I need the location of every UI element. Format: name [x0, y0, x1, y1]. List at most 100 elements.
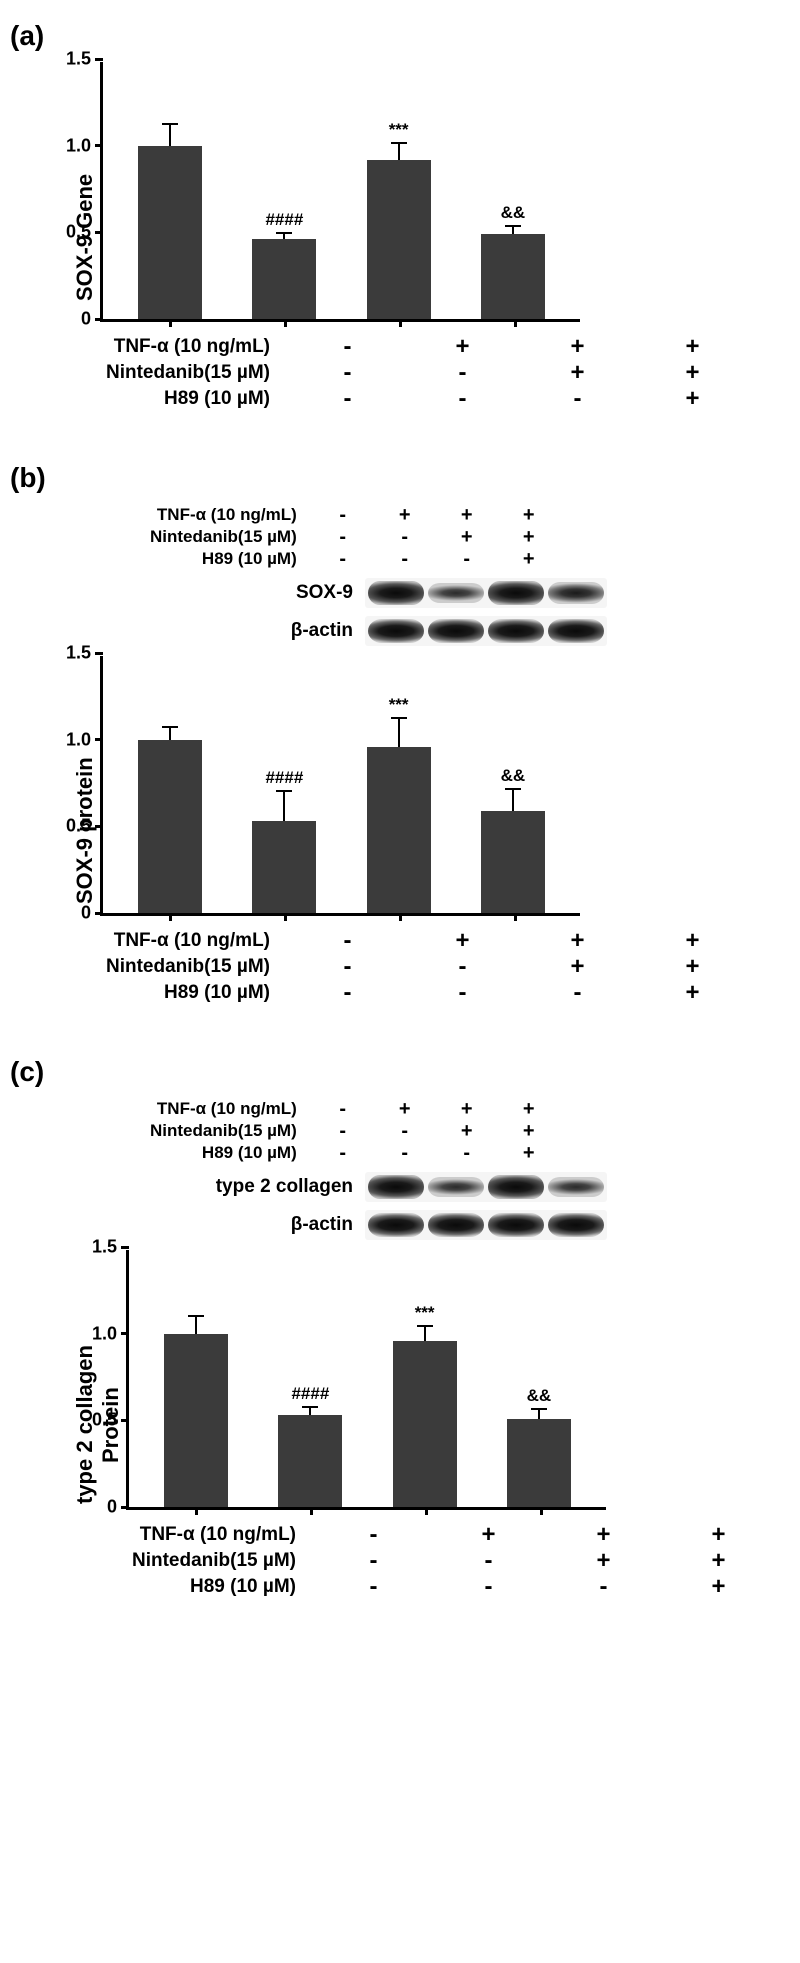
y-tick-label: 1.5 [92, 1237, 129, 1258]
treatment-mark: + [449, 1522, 529, 1548]
treatment-mark: + [679, 1522, 759, 1548]
significance-marker: && [501, 203, 526, 223]
significance-marker: && [501, 766, 526, 786]
bar [252, 239, 316, 319]
bar [507, 1419, 571, 1507]
bar-chart-plot: 00.51.01.5####***&& [100, 62, 580, 322]
error-bar [283, 790, 285, 821]
bar [138, 146, 202, 319]
error-bar [195, 1315, 197, 1334]
panel-b-chart: SOX-9 protein00.51.01.5####***&&TNF-α (1… [10, 656, 790, 1006]
blot-treatment-mark: + [436, 1120, 498, 1142]
blot-treatment-mark: + [436, 526, 498, 548]
error-bar [398, 142, 400, 159]
blot-treatment-mark: - [312, 548, 374, 570]
panel-b-blot: TNF-α (10 ng/mL)Nintedanib(15 µM)H89 (10… [10, 504, 790, 646]
treatment-label: Nintedanib(15 µM) [40, 954, 270, 980]
y-tick-label: 0 [81, 903, 103, 924]
blot-treatment-mark: + [436, 1098, 498, 1120]
blot-strip [365, 1210, 607, 1240]
treatment-mark: - [538, 386, 618, 412]
error-bar [424, 1325, 426, 1341]
y-tick-label: 0 [81, 309, 103, 330]
blot-treatment-label: Nintedanib(15 µM) [150, 1120, 297, 1142]
y-tick-label: 0.5 [92, 1410, 129, 1431]
panel-c-label: (c) [10, 1056, 790, 1088]
blot-treatment-mark: + [498, 548, 560, 570]
panel-a-chart: SOX-9 Gene00.51.01.5####***&&TNF-α (10 n… [10, 62, 790, 412]
treatment-mark: - [308, 360, 388, 386]
bar [481, 811, 545, 913]
bar [278, 1415, 342, 1507]
treatment-mark: - [423, 980, 503, 1006]
blot-strip [365, 578, 607, 608]
treatment-label: TNF-α (10 ng/mL) [40, 928, 270, 954]
error-bar [283, 232, 285, 239]
blot-treatment-label: TNF-α (10 ng/mL) [150, 504, 297, 526]
treatment-mark: + [423, 334, 503, 360]
treatment-mark: + [538, 954, 618, 980]
treatment-mark: + [653, 360, 733, 386]
panel-c-blot: TNF-α (10 ng/mL)Nintedanib(15 µM)H89 (10… [10, 1098, 790, 1240]
blot-band [428, 1177, 484, 1197]
blot-band [548, 1213, 604, 1237]
blot-treatment-mark: + [498, 1142, 560, 1164]
panel-b-label: (b) [10, 462, 790, 494]
y-tick-label: 0.5 [66, 816, 103, 837]
y-tick-label: 1.5 [66, 49, 103, 70]
significance-marker: *** [415, 1303, 435, 1323]
blot-band [428, 1213, 484, 1237]
error-bar [169, 726, 171, 740]
treatment-mark: + [538, 928, 618, 954]
bar [481, 234, 545, 319]
panel-c-chart: type 2 collagen Protein00.51.01.5####***… [10, 1250, 790, 1600]
panel-a-label: (a) [10, 20, 790, 52]
panel-c: (c) TNF-α (10 ng/mL)Nintedanib(15 µM)H89… [10, 1056, 790, 1600]
blot-treatment-label: TNF-α (10 ng/mL) [150, 1098, 297, 1120]
bar [252, 821, 316, 913]
y-tick-label: 1.0 [66, 729, 103, 750]
panel-b: (b) TNF-α (10 ng/mL)Nintedanib(15 µM)H89… [10, 462, 790, 1006]
blot-protein-label: β-actin [150, 1214, 365, 1236]
significance-marker: *** [389, 120, 409, 140]
blot-treatment-mark: + [436, 504, 498, 526]
significance-marker: *** [389, 695, 409, 715]
bar [138, 740, 202, 913]
blot-treatment-mark: - [312, 1120, 374, 1142]
bar-chart-plot: 00.51.01.5####***&& [100, 656, 580, 916]
blot-protein-label: type 2 collagen [150, 1176, 365, 1198]
blot-treatment-mark: - [374, 526, 436, 548]
treatment-mark: + [653, 386, 733, 412]
treatment-label: H89 (10 µM) [40, 980, 270, 1006]
y-tick-label: 0.5 [66, 222, 103, 243]
blot-treatment-mark: - [374, 548, 436, 570]
y-tick-label: 1.0 [66, 135, 103, 156]
treatment-mark: + [653, 980, 733, 1006]
significance-marker: #### [291, 1384, 329, 1404]
blot-band [488, 581, 544, 605]
bar [164, 1334, 228, 1507]
treatment-mark: - [423, 386, 503, 412]
blot-treatment-mark: - [436, 548, 498, 570]
treatment-label: TNF-α (10 ng/mL) [40, 334, 270, 360]
blot-protein-label: β-actin [150, 620, 365, 642]
treatment-mark: + [653, 954, 733, 980]
y-tick-label: 0 [107, 1497, 129, 1518]
treatment-mark: + [564, 1522, 644, 1548]
treatment-mark: - [449, 1548, 529, 1574]
treatment-mark: + [564, 1548, 644, 1574]
treatment-mark: - [538, 980, 618, 1006]
blot-treatment-mark: + [498, 1098, 560, 1120]
blot-band [428, 619, 484, 643]
bar-chart-plot: 00.51.01.5####***&& [126, 1250, 606, 1510]
blot-band [548, 619, 604, 643]
blot-protein-label: SOX-9 [150, 582, 365, 604]
treatment-mark: + [679, 1548, 759, 1574]
significance-marker: #### [265, 768, 303, 788]
blot-treatment-mark: - [436, 1142, 498, 1164]
treatment-mark: - [308, 980, 388, 1006]
significance-marker: && [527, 1386, 552, 1406]
treatment-mark: + [538, 360, 618, 386]
blot-treatment-mark: - [312, 1142, 374, 1164]
blot-treatment-mark: + [374, 1098, 436, 1120]
